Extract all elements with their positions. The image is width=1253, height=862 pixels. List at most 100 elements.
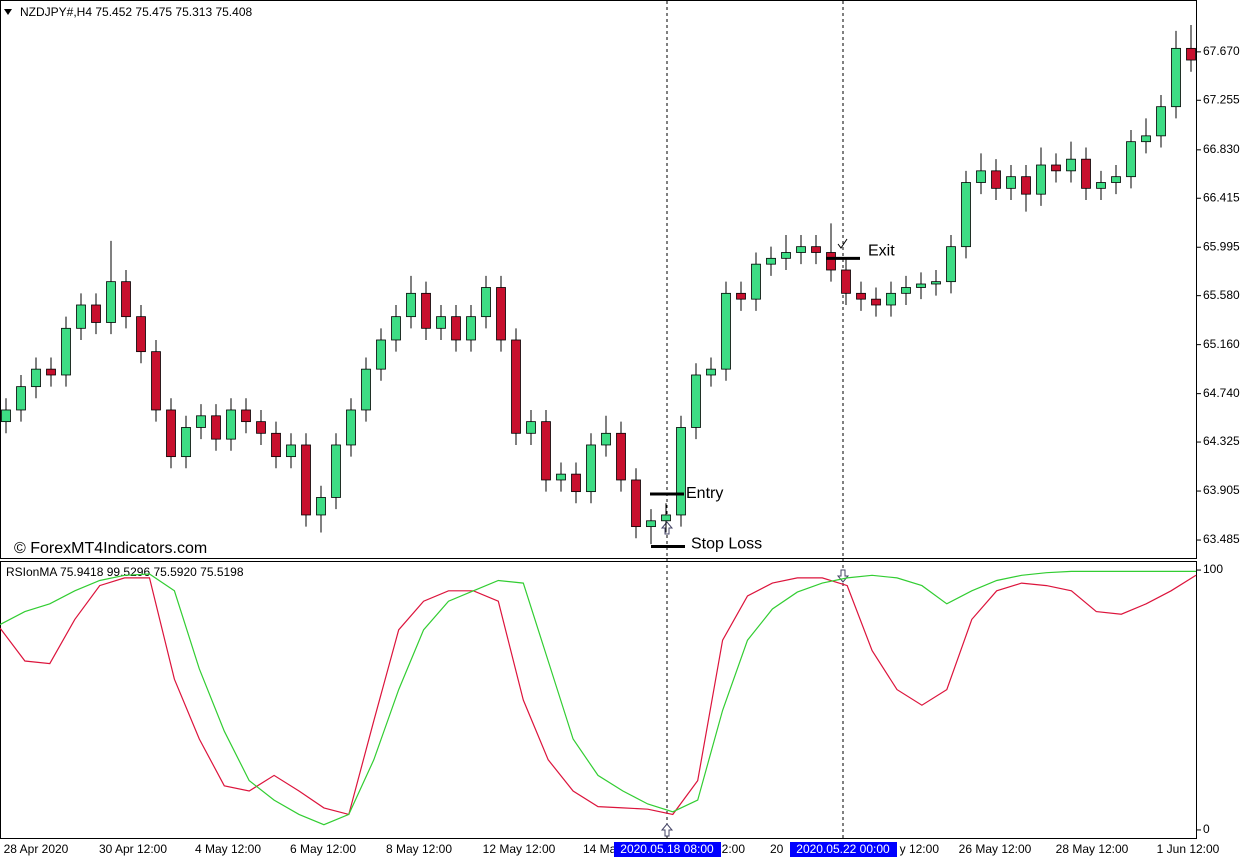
candle-body [46, 368, 56, 376]
candle-body [1006, 176, 1016, 189]
y-tick-label: 67.670 [1203, 44, 1240, 58]
candle-body [31, 368, 41, 388]
candle-body [616, 432, 626, 481]
candle-body [751, 263, 761, 300]
candle-body [106, 281, 116, 323]
y-tick-label: 64.325 [1203, 434, 1240, 448]
x-tick-label: 26 May 12:00 [959, 842, 1032, 856]
y-tick-label: 66.415 [1203, 190, 1240, 204]
candle-body [121, 281, 131, 318]
cursor-time-box [614, 842, 721, 857]
candle-body [91, 304, 101, 323]
candle-body [256, 421, 266, 434]
watermark: © ForexMT4Indicators.com [14, 540, 207, 557]
candle-body [316, 497, 326, 516]
candle-body [1126, 141, 1136, 178]
cursor-time-box [790, 842, 897, 857]
buy-arrow [660, 823, 674, 837]
indicator-line [0, 574, 1197, 816]
candle-body [241, 409, 251, 423]
candle-body [871, 298, 881, 306]
candle-body [526, 421, 536, 434]
candle-body [706, 368, 716, 376]
candle-body [781, 252, 791, 259]
candle-body [61, 327, 71, 376]
y-tick-label: 64.740 [1203, 386, 1240, 400]
buy-arrow [660, 521, 674, 535]
y-tick-label: 65.580 [1203, 288, 1240, 302]
candle-body [916, 283, 926, 288]
candle-body [406, 292, 416, 318]
y-tick-label: 63.905 [1203, 483, 1240, 497]
candle-body [886, 292, 896, 306]
candle-body [571, 473, 581, 493]
candle-body [181, 427, 191, 458]
x-tick-label: 20 [770, 842, 784, 856]
y-tick-label: 66.830 [1203, 142, 1240, 156]
candle-body [691, 374, 701, 428]
candle-body [1066, 158, 1076, 172]
candle-body [961, 182, 971, 248]
candle-body [16, 386, 26, 411]
candle-body [811, 246, 821, 253]
candle-body [1021, 176, 1031, 195]
candle-body [841, 269, 851, 294]
candle-body [586, 444, 596, 493]
candle-body [346, 409, 356, 446]
x-tick-label: 6 May 12:00 [290, 842, 356, 856]
candle-body [376, 339, 386, 370]
candle-body [436, 316, 446, 329]
cursor-time-label: 2020.05.18 08:00 [620, 842, 714, 856]
x-tick-label: 14 Ma [583, 842, 617, 856]
candle-body [286, 444, 296, 458]
cursor-time-label: 2020.05.22 00:00 [796, 842, 890, 856]
x-tick-label: 8 May 12:00 [386, 842, 452, 856]
candle-body [1036, 164, 1046, 195]
candle-body [496, 287, 506, 341]
candle-body [991, 170, 1001, 189]
level-label: Exit [868, 243, 895, 260]
candle-body [1156, 106, 1166, 137]
main-panel [0, 0, 1197, 559]
indicator-line [0, 570, 1196, 826]
candle-body [301, 444, 311, 516]
dropdown-icon [4, 9, 12, 15]
candle-body [976, 170, 986, 183]
x-tick-label: 30 Apr 12:00 [99, 842, 167, 856]
x-tick-label: 28 Apr 2020 [4, 842, 69, 856]
candle-body [151, 351, 161, 411]
candle-body [511, 339, 521, 434]
candle-body [451, 316, 461, 341]
indicator-header: RSIonMA 75.9418 99.5296 75.5920 75.5198 [6, 565, 244, 579]
candle-body [766, 257, 776, 265]
candle-body [481, 287, 491, 318]
indicator-panel [0, 561, 1197, 839]
x-tick-label: 12 May 12:00 [483, 842, 556, 856]
candle-body [211, 415, 221, 440]
candle-body [1141, 135, 1151, 143]
candle-body [166, 409, 176, 458]
candle-body [1051, 164, 1061, 172]
symbol-header: NZDJPY#,H4 75.452 75.475 75.313 75.408 [20, 5, 252, 19]
candle-body [946, 246, 956, 283]
candle-body [931, 281, 941, 285]
candle-body [556, 473, 566, 481]
candle-body [661, 514, 671, 522]
candle-body [466, 316, 476, 341]
candle-body [361, 368, 371, 411]
candle-body [226, 409, 236, 440]
x-tick-label: 4 May 12:00 [195, 842, 261, 856]
y-tick-label: 63.485 [1203, 532, 1240, 546]
level-label: Stop Loss [691, 536, 762, 553]
y-tick-label: 65.995 [1203, 239, 1240, 253]
candle-body [901, 287, 911, 294]
x-tick-label: y 12:00 [900, 842, 940, 856]
x-tick-label: 2:00 [722, 842, 746, 856]
level-label: Entry [686, 485, 723, 502]
candle-body [136, 316, 146, 353]
y-tick-label: 67.255 [1203, 92, 1240, 106]
candle-body [421, 292, 431, 329]
x-tick-label: 28 May 12:00 [1056, 842, 1129, 856]
